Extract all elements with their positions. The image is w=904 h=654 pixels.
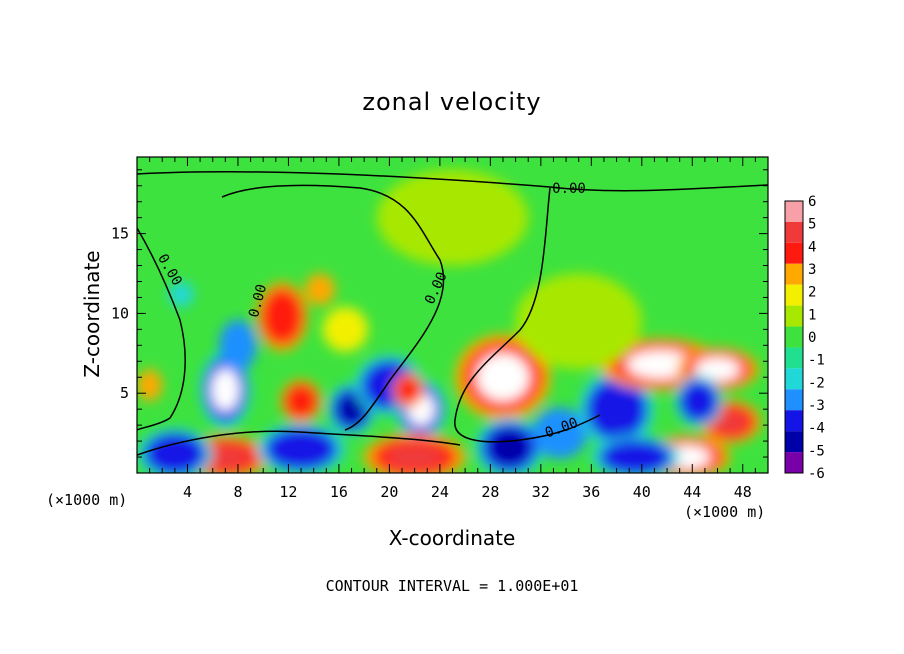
x-tick-label: 28 [481,483,499,501]
colorbar-swatch [785,263,803,285]
colorbar-swatch [785,368,803,390]
velocity-feature [289,389,313,414]
velocity-feature [219,319,257,371]
x-axis-label: X-coordinate [388,526,516,550]
zero-contour-bottom [137,430,461,456]
colorbar-label: -5 [808,443,825,459]
chart-title: zonal velocity [362,88,542,116]
colorbar-swatch [785,305,803,327]
velocity-feature [338,394,365,424]
colorbar-label: -3 [808,398,825,414]
velocity-feature [713,409,748,434]
x-unit-note-left: (×1000 m) [46,491,128,509]
velocity-feature [532,407,588,459]
x-tick-label: 12 [279,483,297,501]
y-tick-label: 5 [120,384,129,402]
colorbar-swatch [785,326,803,348]
colorbar-label: -4 [808,421,825,437]
x-tick-label: 40 [633,483,651,501]
velocity-feature [137,369,163,402]
zero-contour-right [454,187,601,443]
velocity-feature [490,430,529,465]
colorbar-label: 5 [808,217,816,233]
colorbar-swatch [785,389,803,411]
colorbar-swatch [785,201,803,222]
velocity-feature [304,273,336,306]
colorbar-swatch [785,284,803,306]
y-tick-label: 15 [111,225,129,243]
x-tick-label: 16 [330,483,348,501]
x-axis: 4 8 12 16 20 24 28 32 36 40 44 48 [149,157,756,501]
x-tick-label: 4 [183,483,192,501]
contour-label: 0.00 [552,181,586,197]
velocity-feature [200,445,250,470]
colorbar-label: 6 [808,194,816,210]
colorbar-frame [784,200,804,474]
colorbar-swatch [785,410,803,432]
x-tick-label: 8 [233,483,242,501]
velocity-feature [399,380,417,400]
zero-contour-top [137,171,768,192]
x-tick-label: 24 [431,483,449,501]
velocity-feature [376,169,529,266]
colorbar-swatch [785,221,803,243]
velocity-feature [694,357,741,382]
colorbar-swatch [785,452,803,473]
velocity-feature [685,386,712,416]
velocity-feature [476,353,530,402]
colorbar-label: -1 [808,353,825,369]
plot-area [137,157,768,473]
velocity-feature [386,443,444,471]
colorbar-label: 1 [808,307,816,323]
colorbar-swatch [785,431,803,453]
velocity-feature [595,387,638,431]
x-tick-label: 36 [582,483,600,501]
zero-contour-mid [221,184,445,431]
velocity-feature [267,297,297,336]
zero-contours [137,171,768,456]
velocity-field [137,169,761,473]
colorbar-label: -2 [808,375,825,391]
y-tick-label: 10 [111,304,129,322]
colorbar-label: 0 [808,330,816,346]
colorbar: 6 5 4 3 2 1 0 -1 -2 -3 -4 -5 -6 [784,194,825,482]
x-unit-note-right: (×1000 m) [684,503,766,521]
x-tick-label: 48 [734,483,752,501]
velocity-feature [168,281,194,308]
zero-contour-left [137,227,186,431]
y-axis-label: Z-coordinate [80,250,104,378]
velocity-feature [515,273,642,370]
velocity-feature [276,434,326,464]
colorbar-label: -6 [808,466,825,482]
colorbar-label: 2 [808,285,816,301]
x-tick-label: 32 [532,483,550,501]
y-axis: 5 10 15 [111,169,768,458]
colorbar-label: 3 [808,262,816,278]
x-tick-label: 44 [683,483,701,501]
colorbar-swatch [785,347,803,369]
velocity-feature [211,368,240,412]
velocity-feature [322,307,368,352]
velocity-feature [610,445,661,470]
colorbar-swatch [785,242,803,264]
colorbar-label: 4 [808,239,816,255]
x-tick-label: 20 [380,483,398,501]
contour-interval-note: CONTOUR INTERVAL = 1.000E+01 [325,577,579,595]
